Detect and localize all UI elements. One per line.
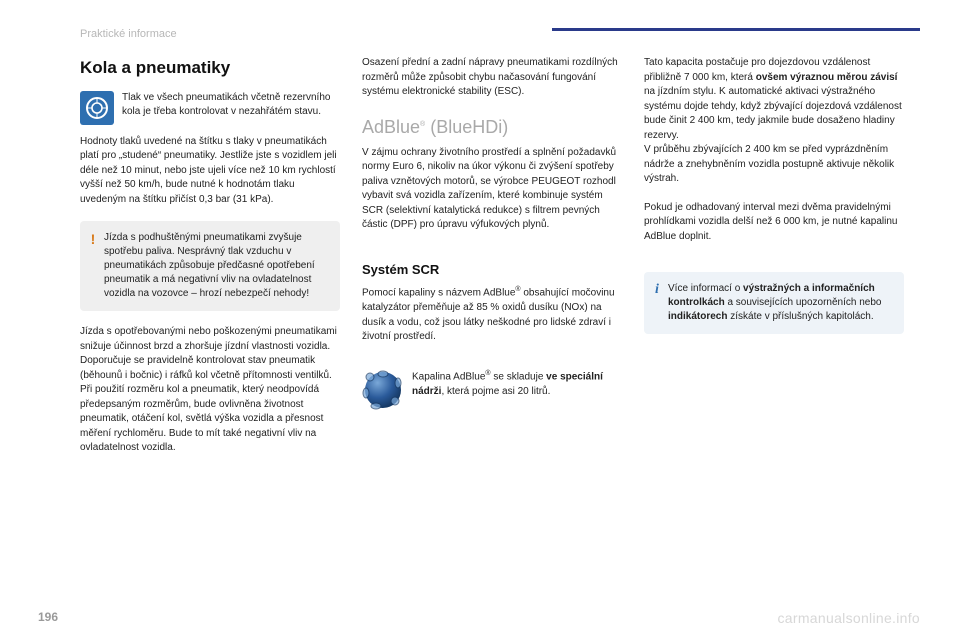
scr-paragraph: Pomocí kapaliny s názvem AdBlue® obsahuj… [362, 285, 622, 344]
bluehdi-suffix: (BlueHDi) [425, 117, 508, 137]
wrong-size-paragraph: Při použití rozměru kol a pneumatik, kte… [80, 383, 340, 456]
adblue-tank-text: Kapalina AdBlue® se skladuje ve speciáln… [412, 369, 622, 399]
tyre-pressure-text: Tlak ve všech pneumatikách včetně rezerv… [122, 91, 340, 120]
info-text: Více informací o výstražných a informačn… [668, 282, 894, 324]
tyre-icon [80, 91, 114, 125]
range-b: ovšem výraznou měrou závisí [756, 72, 898, 83]
warning-icon: ! [88, 232, 98, 301]
worn-tyres-paragraph: Jízda s opotřebovanými nebo poškozenými … [80, 325, 340, 383]
alerts-paragraph: V průběhu zbývajících 2 400 km se před v… [644, 143, 904, 187]
adblue-tank-icon [362, 369, 404, 411]
tank-text-a: Kapalina AdBlue [412, 371, 485, 382]
warning-text: Jízda s podhuštěnými pneumatikami zvyšuj… [104, 231, 330, 301]
wheels-title: Kola a pneumatiky [80, 56, 340, 81]
adblue-name: AdBlue [362, 117, 420, 137]
scr-heading: Systém SCR [362, 261, 622, 280]
watermark: carmanualsonline.info [778, 610, 921, 626]
info-a: Více informací o [668, 283, 743, 294]
column-3: Tato kapacita postačuje pro dojezdovou v… [644, 56, 904, 456]
range-paragraph: Tato kapacita postačuje pro dojezdovou v… [644, 56, 904, 143]
scr-text-a: Pomocí kapaliny s názvem AdBlue [362, 288, 515, 299]
column-2: Osazení přední a zadní nápravy pneumatik… [362, 56, 622, 456]
tyre-pressure-note: Tlak ve všech pneumatikách včetně rezerv… [80, 91, 340, 125]
info-c: a souvisejících upozorněních nebo [725, 297, 882, 308]
tank-text-b: se skladuje [491, 371, 547, 382]
info-icon: i [652, 283, 662, 324]
page-number: 196 [38, 610, 58, 624]
axle-size-paragraph: Osazení přední a zadní nápravy pneumatik… [362, 56, 622, 100]
cold-tyres-paragraph: Hodnoty tlaků uvedené na štítku s tlaky … [80, 135, 340, 208]
info-d: indikátorech [668, 311, 727, 322]
info-e: získáte v příslušných kapitolách. [727, 311, 873, 322]
info-callout: i Více informací o výstražných a informa… [644, 272, 904, 334]
content-columns: Kola a pneumatiky Tlak ve všech pneumati… [80, 56, 920, 456]
adblue-tank-note: Kapalina AdBlue® se skladuje ve speciáln… [362, 369, 622, 411]
column-1: Kola a pneumatiky Tlak ve všech pneumati… [80, 56, 340, 456]
header-accent-line [552, 28, 920, 31]
tank-text-d: , která pojme asi 20 litrů. [441, 386, 550, 397]
range-c: na jízdním stylu. K automatické aktivaci… [644, 86, 902, 141]
adblue-intro-paragraph: V zájmu ochrany životního prostředí a sp… [362, 146, 622, 233]
underinflation-warning: ! Jízda s podhuštěnými pneumatikami zvyš… [80, 221, 340, 311]
adblue-heading: AdBlue® (BlueHDi) [362, 114, 622, 140]
topup-paragraph: Pokud je odhadovaný interval mezi dvěma … [644, 201, 904, 245]
